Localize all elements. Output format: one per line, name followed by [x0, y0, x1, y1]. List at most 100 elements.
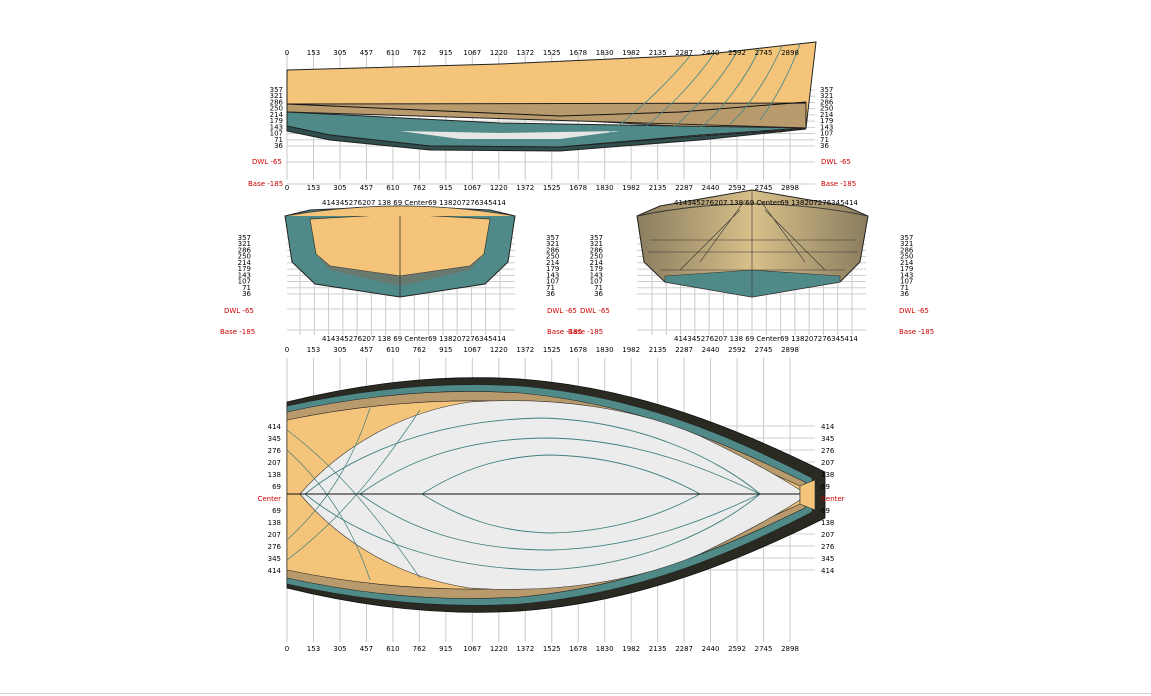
tick-label: 1525	[543, 645, 561, 653]
tick-label: 2745	[755, 49, 773, 57]
fwd-deck-edge	[636, 203, 869, 217]
tick-label: 36	[820, 142, 829, 150]
tick-label: 345	[268, 555, 281, 563]
fwd-frame-lines	[648, 190, 858, 297]
tick-label: Center	[821, 495, 845, 503]
tick-label: 36	[900, 290, 909, 298]
tick-label: 345	[821, 435, 834, 443]
tick-label: 207	[821, 531, 834, 539]
tick-label: 357	[900, 234, 913, 242]
tick-label: 143	[820, 123, 833, 131]
tick-label: 71	[594, 284, 603, 292]
tick-label: 107	[270, 130, 283, 138]
tick-label: 2592	[728, 184, 746, 192]
tick-label: 143	[590, 271, 603, 279]
fwd-bottom-ticks: 414345276207 138 69 Center69 13820727634…	[674, 335, 858, 343]
tick-label: 207	[821, 459, 834, 467]
tick-label: 179	[820, 117, 833, 125]
tick-label: 2592	[728, 645, 746, 653]
tick-label: 1067	[463, 49, 481, 57]
tick-label: 2898	[781, 184, 799, 192]
tick-label: 321	[270, 92, 283, 100]
tick-label: 762	[413, 184, 426, 192]
body-plan-aft: 414345276207 138 69 Center69 13820727634…	[220, 199, 582, 343]
tick-label: 457	[360, 184, 373, 192]
tick-label: 1220	[490, 184, 508, 192]
tick-label: 1525	[543, 346, 561, 354]
fwd-base-label-left: Base -185	[568, 328, 603, 336]
tick-label: 2745	[755, 346, 773, 354]
tick-label: 1982	[622, 49, 640, 57]
tick-label: 71	[546, 284, 555, 292]
tick-label: 207	[268, 459, 281, 467]
svg-text:414345276207 138 69 Center69 1: 414345276207 138 69 Center69 13820727634…	[674, 335, 858, 343]
tick-label: 36	[274, 142, 283, 150]
tick-label: 1220	[490, 645, 508, 653]
tick-label: 138	[821, 519, 834, 527]
profile-base-label-right: Base -185	[821, 180, 856, 188]
tick-label: 2745	[755, 184, 773, 192]
tick-label: 1372	[516, 49, 534, 57]
tick-label: 143	[900, 271, 913, 279]
tick-label: 357	[238, 234, 251, 242]
tick-label: 305	[333, 645, 346, 653]
tick-label: 0	[285, 49, 289, 57]
tick-label: 1525	[543, 49, 561, 57]
tick-label: 179	[238, 265, 251, 273]
tick-label: 305	[333, 49, 346, 57]
tick-label: 1067	[463, 346, 481, 354]
tick-label: 610	[386, 645, 399, 653]
tick-label: 1067	[463, 184, 481, 192]
profile-dwl-label-right: DWL -65	[821, 158, 851, 166]
tick-label: 1372	[516, 346, 534, 354]
tick-label: 915	[439, 346, 452, 354]
plan-left-ticks: 414 345 276 207 138 69 Center 69 138 207 276 345 414	[257, 423, 281, 575]
tick-label: 345	[268, 435, 281, 443]
tick-label: 250	[820, 105, 833, 113]
tick-label: 286	[590, 246, 604, 254]
tick-label: 71	[900, 284, 909, 292]
profile-top-ticks: 0 153 305 457 610 762 915 1067 1220 1372 1525 1678 1…	[285, 49, 799, 57]
tick-label: 2287	[675, 49, 693, 57]
tick-label: 915	[439, 184, 452, 192]
tick-label: 1982	[622, 184, 640, 192]
profile-buttock-lines	[609, 43, 801, 133]
profile-flat-bottom	[400, 131, 620, 139]
tick-label: 36	[242, 290, 251, 298]
tick-label: 457	[360, 49, 373, 57]
tick-label: 143	[270, 123, 283, 131]
tick-label: 414	[268, 423, 282, 431]
tick-label: 1982	[622, 645, 640, 653]
tick-label: 0	[285, 645, 289, 653]
tick-label: 250	[238, 253, 251, 261]
plan-bow-stem	[799, 479, 816, 511]
tick-label: 2592	[728, 346, 746, 354]
tick-label: 1220	[490, 346, 508, 354]
aft-base-label-left: Base -185	[220, 328, 255, 336]
fwd-bottom	[664, 269, 841, 298]
tick-label: 153	[307, 184, 320, 192]
aft-deck-edge	[284, 205, 516, 217]
tick-label: 214	[238, 259, 252, 267]
tick-label: 414	[821, 567, 835, 575]
tick-label: 71	[274, 136, 283, 144]
tick-label: 2287	[675, 645, 693, 653]
tick-label: 1982	[622, 346, 640, 354]
tick-label: 357	[590, 234, 603, 242]
tick-label: 2135	[649, 49, 667, 57]
profile-bottom-ticks: 0 153 305 457 610 762 915 1067 1220 1372 1525 1678 1…	[285, 184, 799, 192]
body-plan-forward: 414345276207 138 69 Center69 13820727634…	[568, 189, 934, 343]
tick-label: 143	[546, 271, 559, 279]
tick-label: 414	[821, 423, 835, 431]
tick-label: 107	[900, 278, 913, 286]
profile-view: 0 153 305 457 610 762 915 1067 1220 1372 1525 1678 1…	[248, 41, 856, 192]
tick-label: 0	[285, 346, 289, 354]
tick-label: 1830	[596, 645, 614, 653]
tick-label: 2440	[702, 645, 720, 653]
tick-label: 107	[546, 278, 559, 286]
tick-label: 2745	[755, 645, 773, 653]
